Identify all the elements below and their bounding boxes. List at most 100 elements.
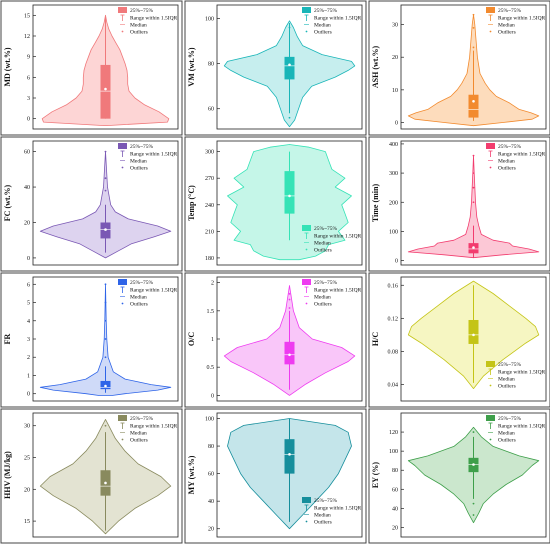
legend-label-range: Range within 1.5IQR	[314, 16, 362, 22]
y-tick-label: 0	[395, 259, 398, 265]
legend-label-iqr: 25%~75%	[130, 280, 154, 286]
y-axis-label: O/C	[187, 332, 196, 346]
legend-box-swatch	[118, 143, 127, 149]
y-tick-label: 40	[392, 506, 398, 512]
outlier-point	[104, 177, 107, 180]
panel-6: 0 1 2 3 4 5 6 FR 25%~75% Range within 1.5IQRMedia…	[0, 272, 183, 408]
iqr-box	[284, 341, 295, 365]
panel-2: 0 10 20 30 ASH (wt.%) 25%~75% Range within 1.5…	[368, 0, 550, 136]
y-tick-label: 25	[24, 456, 30, 462]
legend-label-median: Median	[314, 241, 331, 247]
legend-label-outliers: Outliers	[130, 438, 148, 444]
iqr-box	[468, 94, 479, 118]
legend-label-outliers: Outliers	[314, 248, 332, 254]
outlier-point	[104, 301, 107, 304]
y-tick-label: 2	[27, 355, 30, 361]
mean-marker	[288, 194, 291, 198]
mean-marker	[472, 246, 475, 249]
legend-box-swatch	[486, 361, 495, 367]
panel-0: 0 3 6 9 12 15 MD (wt.%) 25%~75% Range within 1.5…	[0, 0, 183, 136]
legend-label-outliers: Outliers	[130, 166, 148, 172]
y-tick-label: 3	[27, 96, 30, 102]
y-tick-label: 12	[24, 34, 30, 40]
legend-label-median: Median	[130, 295, 147, 301]
y-tick-label: 1	[211, 337, 214, 343]
plot-frame	[400, 4, 547, 130]
outlier-point	[472, 13, 475, 16]
legend-label-iqr: 25%~75%	[498, 144, 522, 150]
legend-box-swatch	[302, 279, 311, 285]
y-axis-label: VM (wt.%)	[187, 47, 196, 86]
mean-marker	[288, 63, 291, 67]
outlier-point	[472, 26, 475, 29]
y-tick-label: 0.16	[388, 283, 399, 289]
outlier-point	[104, 338, 107, 340]
legend-label-range: Range within 1.5IQR	[498, 424, 546, 430]
plot-frame	[400, 276, 547, 402]
mean-marker	[288, 453, 291, 456]
outlier-point	[472, 514, 475, 516]
y-tick-label: 20	[392, 525, 398, 531]
y-tick-label: 10	[392, 88, 398, 94]
legend-box-swatch	[118, 279, 127, 285]
legend-outlier-swatch	[121, 166, 124, 169]
outlier-point	[104, 189, 107, 192]
y-tick-label: 0.04	[388, 382, 399, 388]
y-axis-label: MY (wt.%)	[187, 455, 196, 494]
outlier-point	[472, 186, 475, 189]
plot-frame	[32, 412, 179, 538]
y-axis-label: Temp (°C)	[187, 185, 196, 221]
y-tick-label: 40	[24, 185, 30, 191]
legend-outlier-swatch	[305, 30, 308, 33]
legend-label-iqr: 25%~75%	[314, 8, 338, 14]
legend-box-swatch	[302, 225, 311, 231]
y-tick-label: 0.12	[388, 316, 399, 322]
y-axis-label: Time (min)	[371, 184, 380, 223]
y-tick-label: 40	[208, 499, 214, 505]
y-tick-label: 0	[27, 256, 30, 262]
legend-label-iqr: 25%~75%	[498, 362, 522, 368]
y-tick-label: 15	[24, 13, 30, 19]
mean-marker	[288, 353, 291, 357]
outlier-point	[472, 154, 475, 157]
y-tick-label: 60	[208, 472, 214, 478]
iqr-box	[284, 56, 295, 80]
legend-outlier-swatch	[489, 166, 492, 169]
iqr-box	[468, 319, 479, 344]
plot-frame	[216, 412, 363, 538]
legend-label-range: Range within 1.5IQR	[130, 16, 178, 22]
legend-label-outliers: Outliers	[498, 438, 516, 444]
y-tick-label: 80	[208, 62, 214, 68]
legend-label-median: Median	[130, 23, 147, 29]
y-tick-label: 0	[27, 392, 30, 398]
y-tick-label: 6	[27, 282, 30, 288]
legend-outlier-swatch	[305, 520, 308, 523]
legend-label-iqr: 25%~75%	[130, 144, 154, 150]
outlier-point	[288, 26, 291, 29]
y-tick-label: 20	[208, 527, 214, 533]
y-tick-label: 6	[27, 75, 30, 81]
legend-label-iqr: 25%~75%	[314, 280, 338, 286]
legend-box-swatch	[118, 7, 127, 13]
y-axis-label: ASH (wt.%)	[371, 46, 380, 89]
legend-label-range: Range within 1.5IQR	[314, 506, 362, 512]
legend-label-range: Range within 1.5IQR	[130, 152, 178, 158]
iqr-box	[284, 439, 295, 474]
legend-label-median: Median	[498, 23, 515, 29]
mean-marker	[472, 333, 475, 337]
y-axis-label: MD (wt.%)	[3, 47, 12, 86]
y-tick-label: 30	[24, 424, 30, 430]
mean-marker	[104, 384, 107, 388]
y-axis-label: H/C	[371, 332, 380, 346]
legend-label-iqr: 25%~75%	[498, 416, 522, 422]
outlier-point	[104, 356, 107, 359]
y-tick-label: 80	[208, 444, 214, 450]
y-tick-label: 240	[205, 203, 214, 209]
y-tick-label: 210	[205, 229, 214, 235]
plot-frame	[216, 4, 363, 130]
